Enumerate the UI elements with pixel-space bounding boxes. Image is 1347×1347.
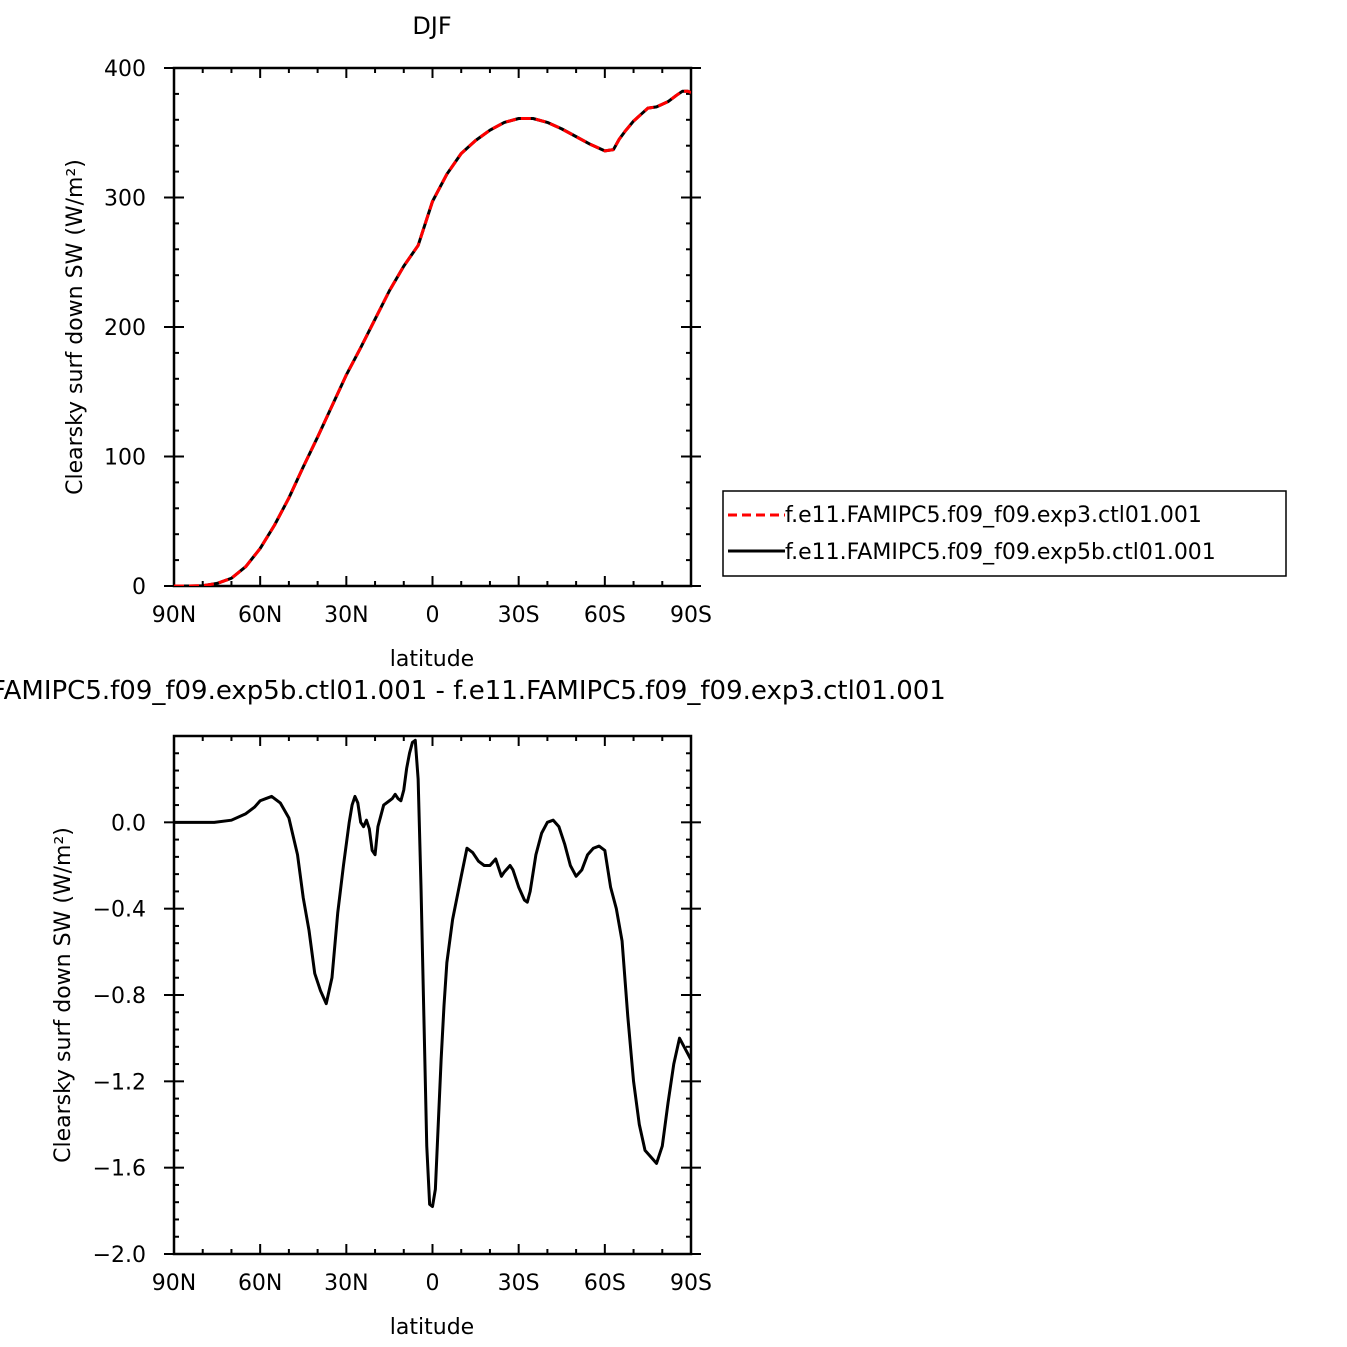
bottom-x-tick-label: 0 bbox=[426, 1271, 440, 1296]
bottom-y-tick-label: −0.8 bbox=[93, 984, 146, 1009]
bottom-x-tick-label: 60N bbox=[238, 1271, 282, 1296]
top-x-tick-label: 60N bbox=[238, 603, 282, 628]
top-x-tick-label: 60S bbox=[584, 603, 626, 628]
top-ticks: 90N 60N 30N 0 30S 60S 90S 0 100 200 300 400 bbox=[104, 57, 712, 628]
legend-label-exp5b: f.e11.FAMIPC5.f09_f09.exp5b.ctl01.001 bbox=[785, 540, 1216, 565]
top-y-tick-label: 400 bbox=[104, 57, 146, 82]
legend-label-exp3: f.e11.FAMIPC5.f09_f09.exp3.ctl01.001 bbox=[785, 503, 1202, 528]
top-series-line-solid bbox=[174, 89, 691, 586]
bottom-x-tick-label: 90N bbox=[152, 1271, 196, 1296]
top-y-axis-label: Clearsky surf down SW (W/m²) bbox=[63, 159, 88, 495]
top-x-tick-label: 30N bbox=[324, 603, 368, 628]
bottom-y-tick-label: 0.0 bbox=[111, 811, 146, 836]
bottom-x-tick-label: 30S bbox=[498, 1271, 540, 1296]
bottom-series-line-solid bbox=[174, 738, 691, 1209]
top-x-tick-label: 30S bbox=[498, 603, 540, 628]
bottom-y-tick-label: −2.0 bbox=[93, 1243, 146, 1268]
top-x-tick-label: 90N bbox=[152, 603, 196, 628]
bottom-series-group bbox=[174, 738, 691, 1209]
bottom-y-tick-label: −0.4 bbox=[93, 898, 146, 923]
bottom-ticks: 90N 60N 30N 0 30S 60S 90S −2.0 −1.6 −1.2 −0.8 −0.4 0… bbox=[93, 735, 712, 1296]
top-x-tick-label: 0 bbox=[426, 603, 440, 628]
legend: f.e11.FAMIPC5.f09_f09.exp3.ctl01.001 f.e… bbox=[722, 490, 1287, 577]
top-x-axis-label: latitude bbox=[390, 647, 474, 672]
bottom-y-axis-label: Clearsky surf down SW (W/m²) bbox=[51, 827, 76, 1163]
bottom-x-tick-label: 90S bbox=[670, 1271, 712, 1296]
bottom-y-tick-label: −1.6 bbox=[93, 1157, 146, 1182]
bottom-x-axis-label: latitude bbox=[390, 1315, 474, 1340]
top-series-group bbox=[174, 89, 691, 586]
top-series-line-dashed bbox=[174, 89, 691, 586]
top-chart: DJF 90N 60N 30N 0 30S 60S 90S 0 100 200 300 400 lat… bbox=[63, 12, 712, 672]
top-y-tick-label: 100 bbox=[104, 446, 146, 471]
bottom-chart-title: f.e11.FAMIPC5.f09_f09.exp5b.ctl01.001 - … bbox=[0, 676, 946, 706]
top-y-tick-label: 0 bbox=[132, 575, 146, 600]
bottom-y-tick-label: −1.2 bbox=[93, 1070, 146, 1095]
top-plot-frame bbox=[172, 66, 693, 588]
bottom-x-tick-label: 30N bbox=[324, 1271, 368, 1296]
bottom-plot-frame bbox=[172, 734, 693, 1256]
top-y-tick-label: 300 bbox=[104, 187, 146, 212]
legend-box bbox=[722, 490, 1287, 577]
top-chart-title: DJF bbox=[412, 12, 451, 40]
bottom-x-tick-label: 60S bbox=[584, 1271, 626, 1296]
bottom-chart: f.e11.FAMIPC5.f09_f09.exp5b.ctl01.001 - … bbox=[0, 676, 946, 1340]
top-x-tick-label: 90S bbox=[670, 603, 712, 628]
top-y-tick-label: 200 bbox=[104, 316, 146, 341]
